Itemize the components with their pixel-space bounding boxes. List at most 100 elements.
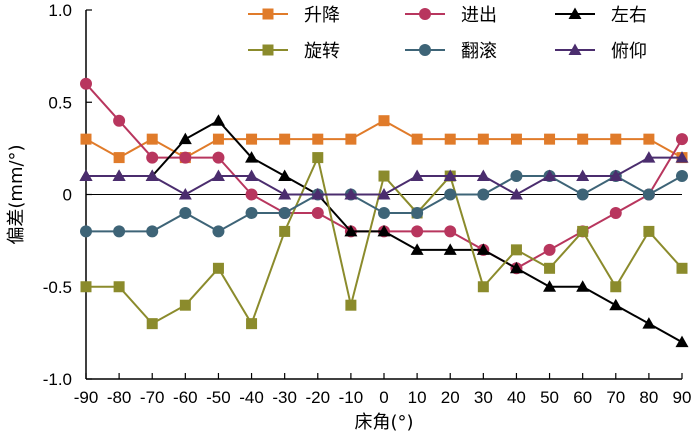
data-point — [179, 151, 192, 164]
x-tick-label: 30 — [474, 388, 493, 407]
x-tick-label: -20 — [305, 388, 330, 407]
data-point — [113, 152, 125, 164]
x-axis-title: 床角(°) — [354, 412, 413, 433]
x-tick-label: -50 — [206, 388, 231, 407]
data-point — [444, 133, 456, 145]
data-point — [344, 224, 358, 237]
data-point — [212, 225, 225, 238]
data-point — [278, 206, 291, 219]
data-point — [245, 151, 259, 163]
data-point — [610, 281, 622, 293]
data-point — [443, 243, 457, 255]
series-line — [86, 154, 683, 326]
data-point — [245, 206, 258, 219]
data-point — [245, 188, 258, 201]
data-point — [146, 318, 158, 330]
data-point — [179, 206, 192, 219]
data-point — [443, 169, 457, 182]
legend-label: 旋转 — [304, 41, 340, 62]
data-point — [212, 262, 224, 274]
y-tick-label: 0 — [63, 186, 72, 205]
x-tick-label: 60 — [573, 388, 592, 407]
legend-marker — [419, 44, 431, 56]
data-point — [510, 133, 522, 145]
data-point — [211, 169, 225, 182]
data-point — [245, 169, 259, 182]
data-point — [576, 188, 589, 201]
data-point — [411, 206, 424, 219]
data-point — [476, 169, 490, 182]
data-point — [312, 133, 324, 145]
data-point — [544, 133, 556, 145]
data-point — [178, 188, 192, 200]
x-tick-label: 80 — [639, 388, 658, 407]
series-line — [85, 119, 683, 159]
data-point — [675, 151, 689, 163]
data-point — [79, 169, 93, 182]
data-point — [476, 243, 490, 255]
legend-item-4: 旋转 — [248, 41, 340, 62]
data-point — [113, 281, 125, 293]
data-point — [609, 298, 623, 311]
data-point — [610, 133, 622, 145]
x-tick-label: 70 — [606, 388, 625, 407]
data-point — [543, 243, 556, 256]
data-point — [609, 169, 623, 182]
data-point — [377, 188, 391, 200]
data-point — [543, 280, 557, 292]
data-point — [477, 188, 490, 201]
data-point — [411, 133, 423, 145]
y-tick-label: -0.5 — [43, 278, 72, 297]
data-point — [544, 262, 556, 274]
data-point — [345, 133, 357, 145]
x-tick-label: -10 — [339, 388, 364, 407]
data-point — [675, 335, 689, 348]
data-point — [246, 133, 258, 145]
data-point — [377, 224, 391, 237]
legend-label: 翻滚 — [461, 41, 497, 62]
data-point — [444, 188, 457, 201]
x-tick-label: -70 — [140, 388, 165, 407]
data-point — [510, 170, 523, 183]
data-point — [477, 281, 489, 293]
data-point — [80, 225, 92, 238]
data-point — [576, 169, 590, 182]
legend-marker — [262, 44, 274, 56]
data-point — [378, 170, 390, 182]
data-point — [676, 133, 688, 146]
data-point — [145, 169, 159, 182]
data-point — [576, 280, 590, 292]
data-point — [643, 133, 655, 145]
legend-label: 进出 — [461, 5, 497, 26]
y-tick-label: 0.5 — [48, 93, 72, 112]
data-point — [344, 188, 358, 200]
data-point — [312, 152, 324, 164]
data-point — [112, 169, 126, 182]
data-point — [477, 133, 489, 145]
x-tick-label: 90 — [673, 388, 692, 407]
data-point — [577, 133, 589, 145]
data-point — [80, 133, 92, 145]
legend-label: 俯仰 — [611, 41, 647, 62]
y-axis-ticks: -1.0 -0.5 0 0.5 1.0 — [43, 1, 92, 389]
y-tick-label: 1.0 — [48, 1, 72, 20]
x-tick-label: 10 — [408, 388, 427, 407]
data-point — [378, 115, 390, 127]
series-4 — [80, 152, 688, 330]
y-tick-label: -1.0 — [43, 370, 72, 389]
data-point — [146, 133, 158, 145]
legend-item-3: 左右 — [555, 5, 647, 26]
x-tick-label: 40 — [507, 388, 526, 407]
series-line — [86, 174, 683, 233]
legend-marker — [568, 43, 582, 55]
data-point — [643, 225, 655, 237]
x-tick-label: -30 — [272, 388, 297, 407]
x-tick-label: 0 — [379, 388, 388, 407]
y-axis-title: 偏差(mm/°) — [6, 144, 27, 244]
data-point — [113, 225, 126, 238]
legend-marker — [419, 8, 431, 20]
data-point — [378, 206, 390, 219]
data-point — [543, 169, 557, 182]
